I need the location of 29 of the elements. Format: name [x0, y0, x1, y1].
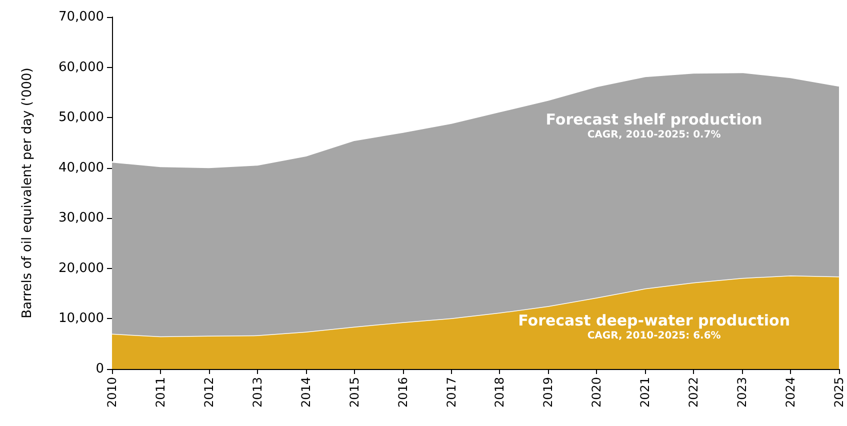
x-tick-label: 2011 [153, 377, 168, 408]
x-tick-label: 2014 [298, 377, 313, 408]
x-tick-label: 2020 [590, 377, 604, 408]
y-tick-label: 60,000 [58, 60, 104, 75]
y-axis-title: Barrels of oil equivalent per day ('000) [20, 68, 35, 318]
x-tick-label: 2018 [492, 377, 507, 408]
y-tick-label: 40,000 [58, 160, 104, 176]
x-tick-label: 2013 [250, 377, 264, 408]
x-tick-label: 2010 [105, 377, 119, 408]
y-tick-label: 20,000 [58, 260, 104, 276]
y-tick-label: 50,000 [58, 110, 104, 126]
annotation: CAGR, 2010-2025: 0.7% [587, 129, 721, 140]
series-label: Forecast deep-water production [518, 311, 790, 330]
y-tick-label: 0 [96, 362, 104, 376]
x-tick-label: 2015 [347, 377, 362, 408]
x-tick-label: 2023 [735, 377, 750, 408]
x-tick-label: 2024 [784, 377, 798, 408]
x-tick-label: 2025 [832, 377, 846, 408]
annotation: CAGR, 2010-2025: 6.6% [587, 330, 721, 342]
x-tick-label: 2017 [444, 377, 458, 408]
y-tick-label: 30,000 [58, 210, 104, 226]
x-tick-label: 2012 [202, 377, 216, 408]
x-tick-label: 2022 [686, 377, 701, 408]
x-tick-label: 2016 [396, 377, 410, 408]
y-tick-label: 70,000 [58, 10, 104, 24]
x-tick-label: 2019 [541, 377, 556, 408]
series-label: Forecast shelf production [546, 110, 762, 128]
y-tick-label: 10,000 [58, 311, 104, 326]
x-tick-label: 2021 [638, 377, 652, 408]
